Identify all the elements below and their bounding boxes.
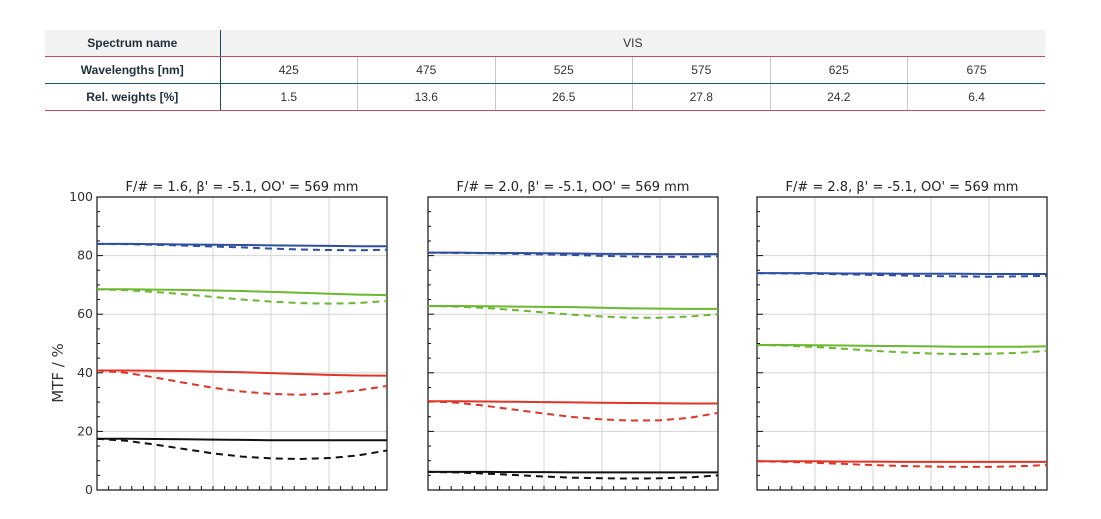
weight-cell: 1.5 — [220, 83, 358, 111]
y-tick-label: 100 — [69, 189, 93, 204]
mtf-line-red-solid — [757, 460, 1047, 463]
mtf-line-black-dashed — [427, 470, 719, 480]
plot-frame — [756, 196, 1048, 491]
y-tick-label: 0 — [85, 482, 93, 497]
y-axis-label: MTF / % — [49, 343, 67, 403]
spectrum-table: Spectrum name VIS Wavelengths [nm] 425 4… — [45, 30, 1046, 111]
wavelengths-header: Wavelengths [nm] — [45, 56, 221, 84]
y-tick-label: 20 — [77, 423, 93, 438]
mtf-line-green-solid — [428, 305, 718, 310]
panel-title: F/# = 2.8, β' = -5.1, OO' = 569 mm — [786, 180, 1019, 195]
weights-row: Rel. weights [%] 1.5 13.6 26.5 27.8 24.2… — [45, 83, 1046, 111]
wavelength-cell: 675 — [907, 56, 1046, 84]
mtf-line-blue-solid — [757, 272, 1047, 276]
weights-header: Rel. weights [%] — [45, 83, 221, 111]
mtf-line-red-solid — [428, 400, 718, 405]
y-tick-label: 60 — [77, 306, 93, 321]
mtf-panel: F/# = 2.8, β' = -5.1, OO' = 569 mm — [756, 180, 1048, 491]
wavelength-cell: 475 — [357, 56, 496, 84]
weight-cell: 27.8 — [632, 83, 771, 111]
spectrum-name-row: Spectrum name VIS — [45, 30, 1046, 57]
mtf-line-blue-solid — [97, 242, 387, 248]
mtf-line-black-dashed — [96, 437, 388, 460]
spectrum-name-value: VIS — [220, 30, 1046, 57]
mtf-line-blue-dashed — [96, 242, 388, 252]
mtf-line-red-dashed — [96, 369, 388, 396]
plot-frame — [427, 196, 719, 491]
mtf-line-black-solid — [428, 470, 718, 474]
weight-cell: 26.5 — [495, 83, 633, 111]
wavelength-cell: 425 — [220, 56, 358, 84]
mtf-line-blue-dashed — [756, 272, 1048, 278]
mtf-line-green-solid — [97, 288, 388, 297]
mtf-line-green-dashed — [427, 305, 719, 319]
mtf-line-red-solid — [97, 369, 388, 377]
mtf-line-green-dashed — [756, 343, 1048, 356]
y-tick-label: 80 — [77, 248, 93, 263]
mtf-chart: MTF / % F/# = 1.6, β' = -5.1, OO' = 569 … — [49, 180, 1048, 497]
chart-panels: F/# = 1.6, β' = -5.1, OO' = 569 mm 0 20 40 6… — [69, 180, 1048, 497]
panel-title: F/# = 1.6, β' = -5.1, OO' = 569 mm — [126, 180, 359, 195]
weight-cell: 13.6 — [357, 83, 496, 111]
spectrum-name-header: Spectrum name — [45, 30, 221, 57]
mtf-line-red-dashed — [427, 400, 719, 422]
mtf-panel: F/# = 2.0, β' = -5.1, OO' = 569 mm — [427, 180, 719, 491]
mtf-line-green-dashed — [96, 288, 388, 305]
y-tick-label: 40 — [77, 365, 93, 380]
mtf-panel: F/# = 1.6, β' = -5.1, OO' = 569 mm 0 20 40 6… — [69, 180, 388, 497]
plot-frame — [96, 196, 388, 491]
wavelength-cell: 525 — [495, 56, 633, 84]
wavelengths-row: Wavelengths [nm] 425 475 525 575 625 675 — [45, 56, 1046, 84]
mtf-line-green-solid — [757, 343, 1048, 348]
wavelength-cell: 625 — [770, 56, 908, 84]
mtf-line-blue-solid — [428, 251, 718, 256]
mtf-line-blue-dashed — [427, 251, 719, 258]
weight-cell: 6.4 — [907, 83, 1046, 111]
panel-title: F/# = 2.0, β' = -5.1, OO' = 569 mm — [457, 180, 690, 195]
mtf-line-red-dashed — [756, 460, 1048, 468]
weight-cell: 24.2 — [770, 83, 908, 111]
wavelength-cell: 575 — [632, 56, 771, 84]
mtf-line-black-solid — [97, 437, 387, 442]
